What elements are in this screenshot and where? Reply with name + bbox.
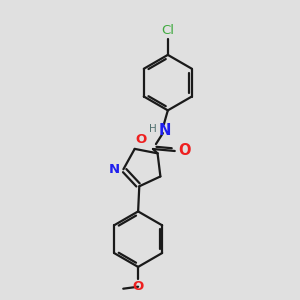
Text: N: N bbox=[108, 163, 119, 176]
Text: H: H bbox=[149, 124, 157, 134]
Text: O: O bbox=[133, 280, 144, 293]
Text: O: O bbox=[179, 143, 191, 158]
Text: O: O bbox=[136, 133, 147, 146]
Text: Cl: Cl bbox=[161, 24, 174, 37]
Text: N: N bbox=[159, 123, 171, 138]
